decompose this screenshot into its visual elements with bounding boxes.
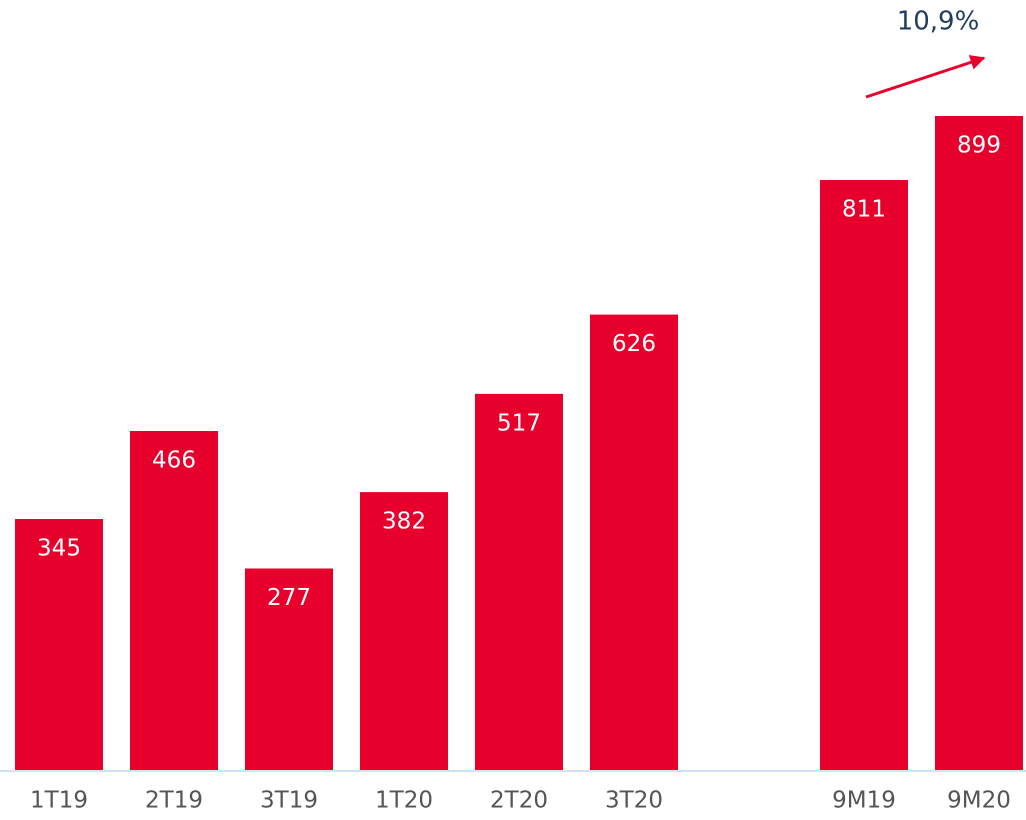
x-tick-label: 2T20	[490, 788, 548, 814]
annotation: 10,9%	[897, 7, 980, 37]
growth-arrow	[865, 55, 986, 99]
value-label: 626	[612, 331, 656, 357]
value-label: 277	[267, 585, 311, 611]
value-label: 382	[382, 509, 426, 535]
bar	[820, 180, 908, 770]
bar	[130, 430, 218, 770]
bar	[245, 568, 333, 770]
x-tick-label: 9M20	[947, 788, 1011, 814]
bar	[590, 314, 678, 770]
x-tick-label: 3T20	[605, 788, 663, 814]
bar	[935, 116, 1023, 770]
bar	[475, 393, 563, 770]
bar	[15, 519, 103, 770]
x-tick-label: 2T19	[145, 788, 203, 814]
x-tick-label: 1T20	[375, 788, 433, 814]
x-tick-label: 3T19	[260, 788, 318, 814]
value-label: 466	[152, 447, 196, 473]
value-label: 811	[842, 197, 886, 223]
value-label: 345	[37, 536, 81, 562]
x-tick-label: 9M19	[832, 788, 896, 814]
x-tick-label: 1T19	[30, 788, 88, 814]
bar	[360, 492, 448, 770]
value-label: 517	[497, 410, 541, 436]
value-label: 899	[957, 133, 1001, 159]
